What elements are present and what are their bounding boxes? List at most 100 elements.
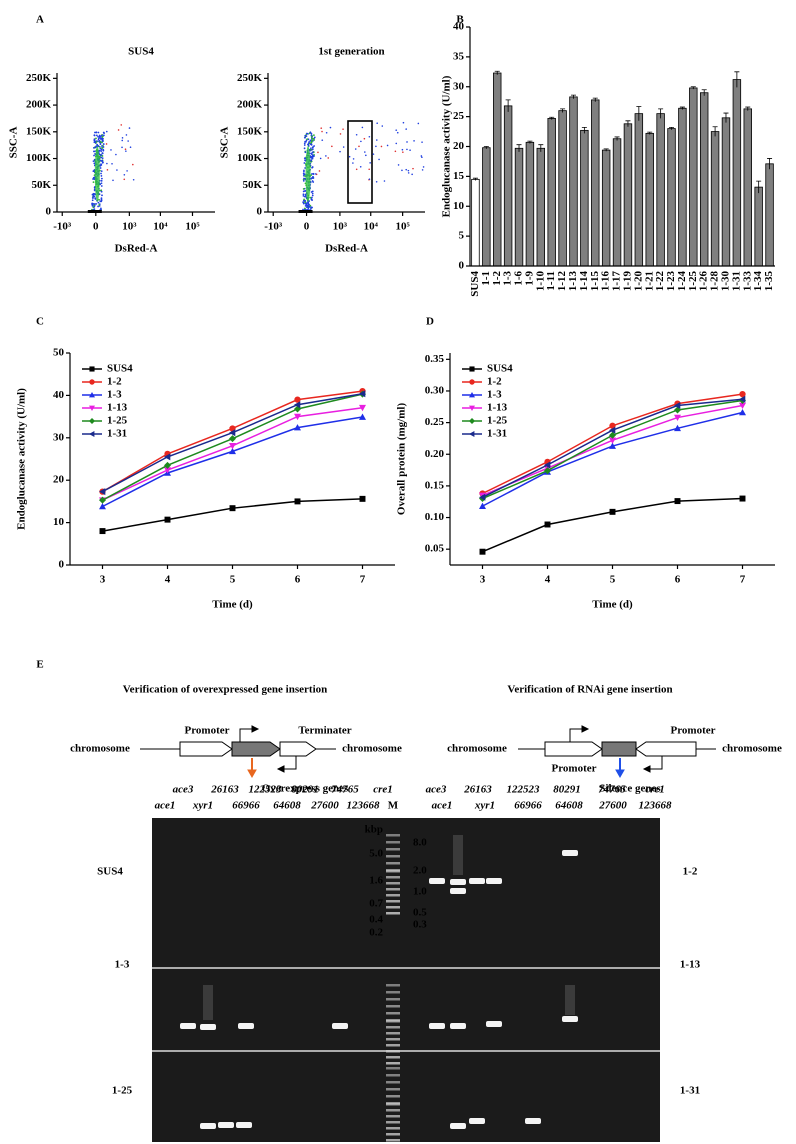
event-dot — [401, 148, 404, 151]
event-dot — [395, 129, 398, 131]
y-tick-label: 0.25 — [425, 416, 445, 428]
series-line — [102, 498, 363, 532]
legend-marker — [89, 366, 95, 372]
event-dot — [331, 145, 333, 148]
ladder-band — [386, 1109, 400, 1112]
data-point — [229, 443, 236, 450]
event-dot — [100, 179, 103, 182]
sample-label: 1-2 — [683, 866, 698, 878]
event-dot — [100, 185, 103, 187]
ladder-label: kbp — [365, 824, 383, 836]
event-dot — [105, 130, 108, 133]
ladder-band — [386, 848, 400, 851]
y-tick-label: 0.10 — [425, 511, 445, 523]
x-tick-label: 5 — [230, 574, 236, 586]
ladder-band — [386, 1127, 400, 1130]
event-dot — [412, 167, 414, 170]
ladder-band — [386, 1139, 400, 1142]
event-dot — [100, 170, 103, 173]
event-dot — [375, 181, 378, 183]
event-dot — [132, 163, 134, 166]
y-tick-label: 0 — [46, 206, 52, 218]
series-line — [482, 399, 743, 500]
bar — [667, 128, 676, 267]
gel-band — [562, 850, 578, 856]
event-dot — [93, 189, 96, 192]
lane-label: 27600 — [310, 800, 339, 812]
error-bar — [734, 71, 740, 88]
bar — [591, 99, 600, 267]
x-tick-label: 1-6 — [513, 271, 525, 286]
event-dot — [310, 196, 313, 199]
gel-image — [152, 818, 660, 1142]
event-dot — [123, 173, 126, 176]
event-dot — [310, 152, 313, 155]
rnai-diagram — [518, 725, 716, 779]
legend-marker — [469, 392, 475, 398]
data-point — [609, 442, 616, 449]
bar — [765, 163, 774, 267]
event-dot — [101, 141, 103, 144]
legend-marker — [89, 379, 95, 385]
lane-label: 66966 — [514, 800, 542, 812]
ladder-band — [386, 834, 400, 837]
event-dot — [312, 137, 315, 140]
event-dot — [402, 151, 404, 153]
event-dot — [380, 145, 383, 148]
data-point — [164, 453, 171, 461]
bar — [601, 149, 611, 267]
event-dot — [93, 205, 96, 208]
data-point — [609, 508, 616, 515]
ladder-band — [386, 1088, 400, 1091]
bar — [525, 141, 535, 267]
ladder-band — [386, 1044, 400, 1047]
event-dot — [101, 157, 104, 160]
event-dot — [101, 147, 103, 149]
x-tick-label: 10⁴ — [153, 221, 168, 233]
event-dot — [417, 122, 420, 125]
event-dot — [97, 145, 100, 148]
event-dot — [93, 154, 95, 157]
x-tick-label: 1-20 — [632, 271, 644, 292]
data-point — [674, 424, 681, 432]
data-point — [544, 467, 551, 475]
event-dot — [411, 173, 413, 176]
error-bar — [658, 108, 664, 119]
data-point — [99, 528, 106, 535]
bar — [656, 113, 665, 267]
event-dot — [116, 169, 118, 171]
event-dot — [304, 193, 307, 196]
data-point — [674, 402, 681, 410]
event-dot — [101, 138, 104, 141]
event-dot — [124, 148, 127, 150]
legend-marker — [469, 405, 475, 411]
sample-label: SUS4 — [97, 866, 123, 878]
ladder-band — [386, 1095, 400, 1098]
ladder-label: 8.0 — [413, 837, 427, 849]
event-dot — [319, 157, 322, 160]
data-point — [164, 461, 171, 469]
lane-label: cre1 — [373, 784, 393, 796]
event-dot — [304, 175, 306, 177]
event-dot — [302, 170, 305, 173]
lane-label: 26163 — [463, 784, 492, 796]
event-core — [305, 146, 311, 202]
event-dot — [303, 162, 306, 164]
event-core — [94, 146, 100, 202]
event-dot — [310, 191, 313, 193]
event-dot — [121, 146, 123, 149]
event-dot — [103, 132, 106, 135]
x-tick-label: SUS4 — [469, 271, 481, 297]
diagram-label: Promoter — [185, 725, 230, 737]
bar — [634, 113, 644, 267]
event-dot — [307, 201, 310, 204]
gel-smear — [203, 985, 213, 1020]
diagram-label: Terminater — [298, 725, 351, 737]
legend-marker — [469, 418, 475, 424]
x-tick-label: 1-35 — [763, 271, 775, 292]
event-dot — [329, 126, 332, 129]
bar — [721, 117, 731, 267]
ladder-band — [386, 906, 400, 909]
event-dot — [314, 173, 317, 175]
y-tick-label: 200K — [237, 99, 263, 111]
